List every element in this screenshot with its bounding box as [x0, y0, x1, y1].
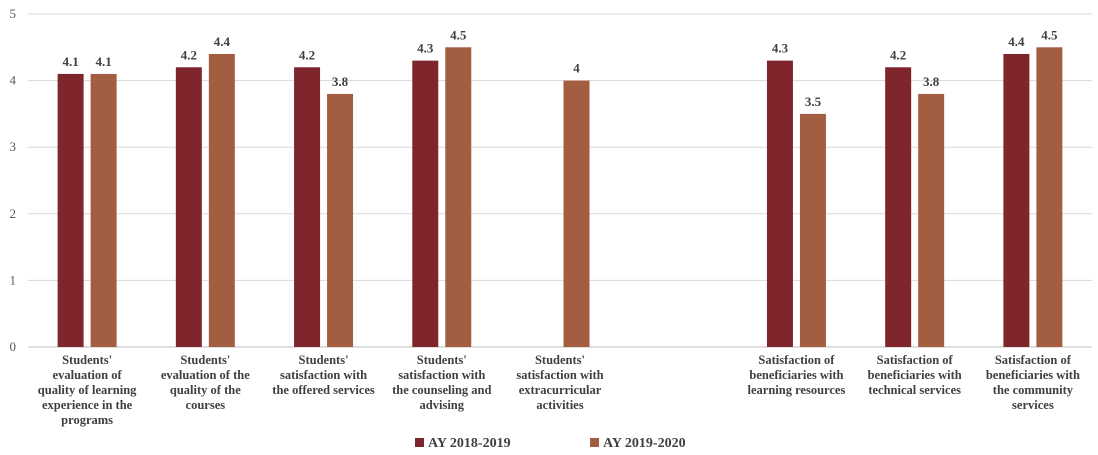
- data-label: 4.3: [417, 41, 434, 56]
- x-tick-label: advising: [420, 398, 465, 412]
- x-tick-label: evaluation of the: [161, 368, 250, 382]
- bar: [57, 73, 84, 347]
- data-labels: 4.1 4.1 4.2 4.4 4.2 3.8 4.3 4.5 4 4.3 3.5 4.2 3.8 4.4…: [62, 27, 1058, 109]
- x-tick-label: Satisfaction of: [758, 353, 835, 367]
- x-tick-label: quality of learning: [38, 383, 137, 397]
- bar: [1036, 47, 1063, 348]
- y-tick-label: 2: [10, 206, 17, 221]
- data-label: 4.3: [772, 41, 789, 56]
- data-label: 4.1: [95, 54, 111, 69]
- x-tick-label: Students': [535, 353, 585, 367]
- x-tick-label: services: [1012, 398, 1054, 412]
- data-label: 4: [573, 61, 580, 76]
- x-tick-label: quality of the: [170, 383, 241, 397]
- data-label: 4.2: [299, 47, 315, 62]
- y-tick-label: 3: [10, 139, 17, 154]
- bar: [327, 93, 354, 347]
- bar: [563, 80, 590, 347]
- y-axis: 0 1 2 3 4 5: [10, 6, 17, 354]
- bar: [799, 113, 826, 348]
- y-tick-label: 0: [10, 339, 17, 354]
- data-label: 3.5: [805, 94, 822, 109]
- bar: [445, 47, 472, 348]
- bar: [175, 67, 202, 347]
- bar: [294, 67, 321, 347]
- x-tick-label: the community: [993, 383, 1074, 397]
- x-tick-label: Students': [299, 353, 349, 367]
- x-tick-label: evaluation of: [53, 368, 123, 382]
- bar: [208, 53, 235, 348]
- x-tick-label: technical services: [868, 383, 961, 397]
- x-tick-label: Students': [417, 353, 467, 367]
- bar: [90, 73, 117, 347]
- data-label: 4.4: [1008, 34, 1025, 49]
- x-tick-label: Students': [62, 353, 112, 367]
- legend: AY 2018-2019 AY 2019-2020: [415, 436, 686, 451]
- y-tick-label: 4: [10, 73, 17, 88]
- data-label: 3.8: [923, 74, 940, 89]
- data-label: 4.1: [62, 54, 78, 69]
- x-tick-label: learning resources: [748, 383, 846, 397]
- data-label: 3.8: [332, 74, 349, 89]
- legend-label: AY 2019-2020: [603, 436, 686, 451]
- bar: [918, 93, 945, 347]
- x-tick-label: Satisfaction of: [877, 353, 954, 367]
- data-label: 4.2: [890, 47, 906, 62]
- x-tick-label: Students': [180, 353, 230, 367]
- x-tick-label: programs: [61, 413, 113, 427]
- bar: [1003, 53, 1030, 348]
- legend-swatch: [415, 438, 424, 447]
- x-tick-label: courses: [186, 398, 226, 412]
- legend-label: AY 2018-2019: [428, 436, 511, 451]
- data-label: 4.2: [181, 47, 197, 62]
- x-tick-label: Satisfaction of: [995, 353, 1072, 367]
- x-tick-label: satisfaction with: [280, 368, 367, 382]
- bars: [57, 47, 1063, 348]
- x-tick-label: beneficiaries with: [986, 368, 1080, 382]
- y-tick-label: 5: [10, 6, 17, 21]
- data-label: 4.5: [1041, 27, 1058, 42]
- x-tick-label: the offered services: [272, 383, 375, 397]
- bar: [885, 67, 912, 347]
- data-label: 4.4: [214, 34, 231, 49]
- x-tick-label: satisfaction with: [398, 368, 485, 382]
- bar: [766, 60, 793, 348]
- gridlines: [28, 13, 1092, 348]
- data-label: 4.5: [450, 27, 467, 42]
- legend-swatch: [590, 438, 599, 447]
- x-tick-label: beneficiaries with: [749, 368, 843, 382]
- x-tick-label: experience in the: [42, 398, 133, 412]
- bar: [412, 60, 439, 348]
- x-tick-label: satisfaction with: [516, 368, 603, 382]
- y-tick-label: 1: [10, 272, 17, 287]
- x-tick-label: activities: [536, 398, 583, 412]
- x-tick-label: beneficiaries with: [868, 368, 962, 382]
- x-tick-label: the counseling and: [392, 383, 491, 397]
- x-tick-label: extracurricular: [519, 383, 602, 397]
